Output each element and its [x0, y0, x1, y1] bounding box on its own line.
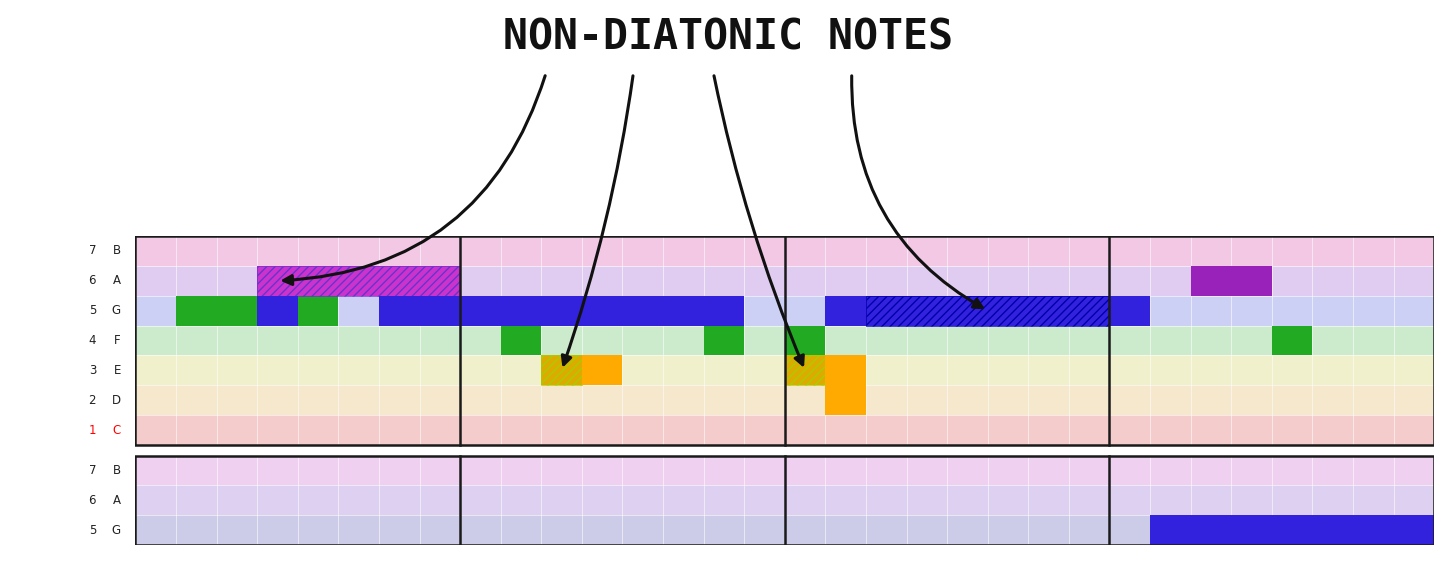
Text: 5: 5 — [89, 304, 96, 317]
Bar — [785, 356, 826, 386]
Text: B: B — [112, 464, 121, 477]
Bar — [1191, 515, 1232, 545]
Text: A: A — [114, 494, 121, 507]
Text: 7: 7 — [89, 244, 96, 257]
Text: C: C — [112, 424, 121, 437]
Bar — [501, 296, 703, 325]
Bar — [1393, 515, 1434, 545]
Text: 5: 5 — [89, 524, 96, 537]
Text: 6: 6 — [89, 494, 96, 507]
Text: NON-DIATONIC NOTES: NON-DIATONIC NOTES — [502, 17, 954, 59]
Text: B: B — [112, 244, 121, 257]
Bar — [826, 296, 866, 325]
Bar — [1150, 515, 1191, 545]
Bar — [1109, 296, 1150, 325]
Bar — [582, 356, 623, 386]
Text: E: E — [114, 364, 121, 377]
Text: G: G — [112, 304, 121, 317]
Text: 4: 4 — [89, 334, 96, 347]
Bar — [703, 296, 744, 325]
Bar — [298, 296, 338, 325]
Bar — [501, 325, 542, 356]
Bar — [1353, 515, 1393, 545]
Bar — [1273, 325, 1312, 356]
Text: 6: 6 — [89, 274, 96, 287]
Bar — [258, 266, 460, 296]
Text: A: A — [114, 274, 121, 287]
Bar — [1273, 515, 1312, 545]
Bar — [1232, 515, 1273, 545]
Bar — [542, 356, 582, 386]
Bar — [703, 325, 744, 356]
Bar — [258, 266, 460, 296]
Bar — [866, 296, 1109, 325]
Bar — [1312, 515, 1353, 545]
Bar — [542, 356, 582, 386]
Text: 7: 7 — [89, 464, 96, 477]
Bar — [1191, 266, 1273, 296]
Bar — [866, 296, 1109, 325]
Bar — [460, 296, 501, 325]
Bar — [135, 236, 1434, 445]
Text: G: G — [112, 524, 121, 537]
Text: F: F — [114, 334, 121, 347]
Text: D: D — [112, 394, 121, 407]
Bar — [785, 356, 826, 386]
Text: 3: 3 — [89, 364, 96, 377]
Bar — [135, 456, 1434, 545]
Bar — [785, 325, 826, 356]
Text: 2: 2 — [89, 394, 96, 407]
Bar — [826, 356, 866, 386]
Bar — [379, 296, 460, 325]
Text: 1: 1 — [89, 424, 96, 437]
Bar — [258, 296, 298, 325]
Bar — [176, 296, 258, 325]
Bar — [826, 386, 866, 415]
